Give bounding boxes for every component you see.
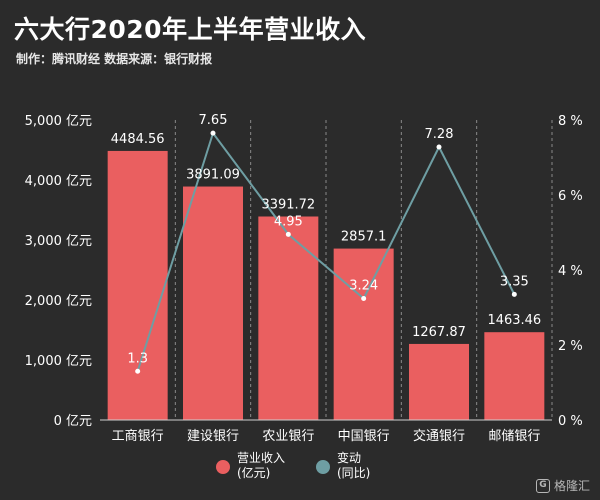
bar (484, 332, 545, 420)
bar (409, 343, 469, 420)
line-value-label: 7.65 (199, 113, 228, 128)
line-point (135, 368, 141, 374)
line-value-label: 7.28 (425, 127, 454, 142)
y-right-tick-label: 8 % (558, 114, 583, 129)
chart-title: 六大行2020年上半年营业收入 (14, 15, 367, 44)
y-left-tick-label: 0 亿元 (54, 414, 92, 429)
line-point (511, 291, 517, 297)
legend-label-line: (亿元) (237, 465, 270, 480)
legend-label-line: 变动 (337, 450, 361, 465)
legend-label-line: 营业收入 (237, 451, 285, 465)
bar (107, 150, 168, 421)
y-left-tick-label: 4,000 亿元 (25, 174, 92, 189)
y-right-tick-label: 2 % (558, 339, 583, 354)
line-point (436, 144, 442, 150)
line-value-label: 3.35 (500, 274, 529, 289)
bar (183, 186, 243, 420)
bar-value-label: 1267.87 (412, 325, 466, 340)
x-tick-label: 邮储银行 (488, 429, 540, 444)
chart-subtitle: 制作：腾讯财经 数据来源：银行财报 (16, 52, 213, 66)
y-left-tick-label: 2,000 亿元 (25, 294, 92, 309)
x-tick-label: 中国银行 (338, 429, 390, 444)
line-value-label: 1.3 (127, 351, 148, 366)
line-value-label: 3.24 (349, 279, 378, 294)
y-right-tick-label: 6 % (558, 189, 583, 204)
y-right-tick-label: 0 % (558, 414, 583, 429)
bar (333, 248, 394, 420)
line-value-label: 4.95 (274, 214, 303, 229)
watermark-text: 格隆汇 (553, 479, 590, 493)
y-left-tick-label: 3,000 亿元 (25, 234, 92, 249)
x-tick-label: 农业银行 (262, 429, 314, 444)
legend-label-line: (同比) (337, 466, 370, 480)
watermark: G 格隆汇 (535, 477, 590, 494)
legend-marker (216, 460, 230, 474)
watermark-logo-icon: G (535, 478, 550, 493)
line-point (285, 231, 291, 237)
legend-label: 营业收入(亿元) (237, 451, 285, 480)
y-right-tick-label: 4 % (558, 264, 583, 279)
legend-label: 变动(同比) (337, 450, 370, 480)
bar-value-label: 3391.72 (261, 197, 315, 212)
x-tick-label: 工商银行 (112, 429, 164, 444)
x-tick-label: 建设银行 (187, 429, 239, 444)
bar-value-label: 3891.09 (186, 168, 240, 183)
y-left-tick-label: 1,000 亿元 (25, 354, 92, 369)
line-point (361, 296, 367, 301)
y-left-tick-label: 5,000 亿元 (25, 114, 92, 129)
bar-value-label: 4484.56 (111, 132, 165, 147)
legend-marker (316, 460, 330, 474)
bar-value-label: 1463.46 (487, 313, 541, 328)
bar-value-label: 2857.1 (341, 230, 387, 245)
line-series (136, 130, 516, 372)
line-point (210, 130, 216, 136)
bar (258, 216, 319, 420)
x-tick-label: 交通银行 (413, 428, 465, 444)
